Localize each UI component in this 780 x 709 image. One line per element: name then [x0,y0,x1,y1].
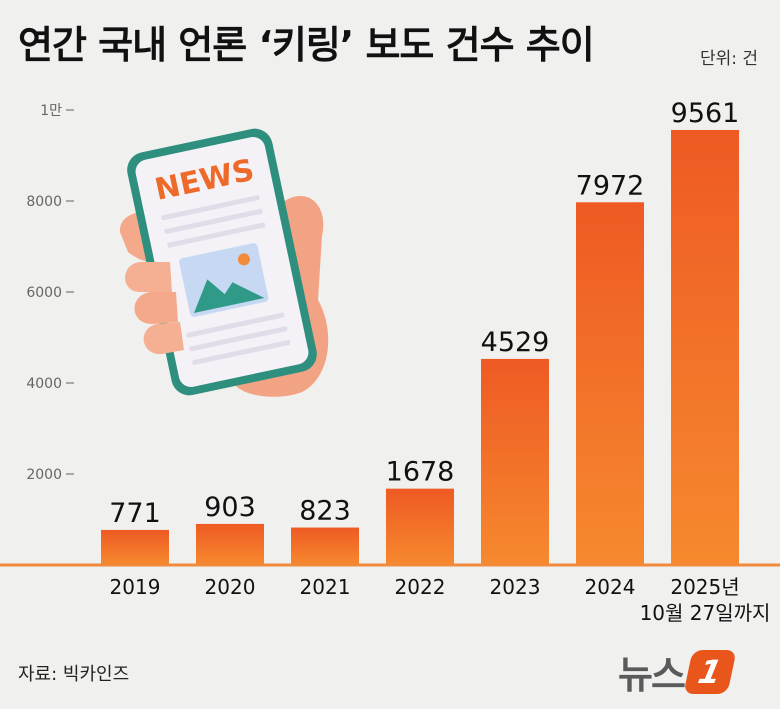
data-label: 771 [109,498,161,529]
y-axis: 2000 4000 6000 8000 1만 [26,103,74,483]
x-tick-label: 2023 [490,575,541,599]
x-tick-label: 2024 [585,575,636,599]
bar-2025년 [671,129,739,566]
news-phone-illustration: NEWS [119,128,329,397]
data-label: 903 [204,492,256,523]
bars-group: 771 903 823 1678 4529 7972 9561 [101,98,740,566]
y-tick-label: 6000 [26,285,62,301]
bar-2019 [101,529,169,565]
bar-2020 [196,523,264,565]
bar-2021 [291,527,359,565]
bar-2024 [576,202,644,566]
bar-2023 [481,358,549,565]
logo-badge: 1 [683,649,737,694]
x-tick-label: 2022 [395,575,446,599]
y-tick-label: 4000 [26,376,62,392]
data-label: 4529 [481,327,550,358]
logo-text: 뉴스 [618,653,686,697]
x-tick-label: 2021 [300,575,351,599]
chart-title: 연간 국내 언론 ‘키링’ 보도 건수 추이 [18,23,595,67]
data-label: 7972 [576,170,645,201]
y-tick-label: 2000 [26,467,62,483]
data-label: 823 [299,496,351,527]
bar-2022 [386,488,454,565]
x-tick-label: 2025년 [670,575,739,599]
y-tick-label: 1만 [40,103,62,119]
source-note: 자료: 빅카인즈 [18,664,130,685]
data-label: 9561 [671,98,740,129]
news1-logo: 뉴스 1 [618,644,737,699]
x-tick-label: 10월 27일까지 [640,601,771,625]
data-label: 1678 [386,457,455,488]
x-tick-label: 2020 [205,575,256,599]
unit-label: 단위: 건 [699,49,758,69]
y-tick-label: 8000 [26,194,62,210]
x-tick-label: 2019 [110,575,161,599]
